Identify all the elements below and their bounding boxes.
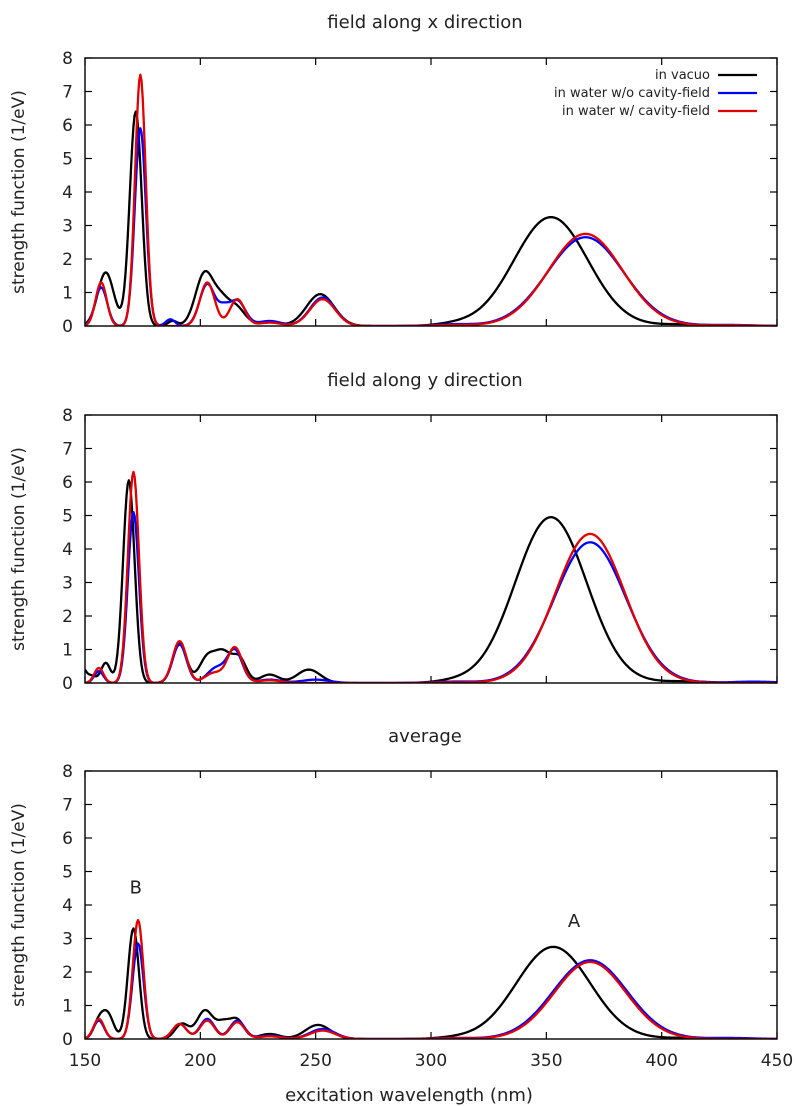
y-tick-label: 7	[62, 440, 73, 460]
x-tick-label: 150	[69, 1051, 101, 1071]
series-line-in-water-w-o-cavity-field	[85, 127, 777, 326]
x-tick-label: 400	[645, 1051, 677, 1071]
y-tick-label: 5	[62, 863, 73, 883]
chart-title: field along x direction	[327, 12, 522, 33]
y-tick-label: 1	[62, 284, 73, 304]
series-group	[85, 470, 777, 683]
chart-title: average	[388, 726, 462, 747]
chart-panel-1: field along x direction 0 1 2 3 4 5 6 7 8 strength…	[9, 12, 778, 337]
y-axis-label: strength function (1/eV)	[9, 803, 29, 1007]
y-tick-label: 8	[62, 762, 73, 782]
x-axis-label: excitation wavelength (nm)	[285, 1085, 533, 1106]
y-tick-label: 5	[62, 507, 73, 527]
y-tick-label: 6	[62, 473, 73, 493]
y-axis-label: strength function (1/eV)	[9, 447, 29, 651]
y-tick-label: 8	[62, 406, 73, 426]
x-tick-label: 450	[761, 1051, 793, 1071]
y-tick-label: 1	[62, 997, 73, 1017]
series-group	[85, 918, 777, 1039]
series-line-in-vacuo	[85, 927, 777, 1039]
y-tick-label: 1	[62, 641, 73, 661]
chart-title: field along y direction	[327, 370, 522, 391]
x-tick-label: 300	[415, 1051, 447, 1071]
y-tick-label: 2	[62, 963, 73, 983]
annotation-b: B	[130, 877, 142, 898]
y-tick-label: 2	[62, 607, 73, 627]
y-tick-label: 0	[62, 674, 73, 694]
y-tick-label: 6	[62, 116, 73, 136]
series-line-in-water-w-cavity-field	[85, 470, 777, 683]
y-tick-label: 3	[62, 574, 73, 594]
y-tick-label: 8	[62, 49, 73, 69]
legend: in vacuo in water w/o cavity-field in wate…	[554, 68, 757, 119]
y-tick-label: 0	[62, 317, 73, 337]
y-tick-label: 3	[62, 217, 73, 237]
y-tick-label: 5	[62, 150, 73, 170]
chart-panel-2: field along y direction 0 1 2 3 4 5 6 7 8 strength…	[9, 370, 778, 694]
legend-label: in water w/o cavity-field	[554, 86, 710, 101]
y-tick-label: 2	[62, 250, 73, 270]
y-tick-label: 7	[62, 83, 73, 103]
series-line-in-water-w-cavity-field	[85, 918, 777, 1039]
y-tick-label: 4	[62, 540, 73, 560]
annotation-a: A	[568, 911, 581, 932]
plot-frame	[84, 770, 778, 1040]
x-tick-label: 350	[530, 1051, 562, 1071]
y-tick-label: 0	[62, 1030, 73, 1050]
plot-frame	[84, 57, 778, 327]
y-axis-label: strength function (1/eV)	[9, 90, 29, 294]
series-line-in-vacuo	[85, 110, 777, 326]
series-line-in-water-w-o-cavity-field	[85, 942, 777, 1039]
y-tick-label: 4	[62, 896, 73, 916]
legend-label: in vacuo	[655, 68, 710, 83]
chart-panel-3: average 0 1 2 3 4 5 6 7 8 150 200 250 300 350 400 450 str…	[9, 726, 793, 1106]
plot-frame	[84, 414, 778, 684]
y-tick-label: 4	[62, 183, 73, 203]
series-line-in-vacuo	[85, 479, 777, 683]
legend-label: in water w/ cavity-field	[562, 104, 710, 119]
series-line-in-water-w-o-cavity-field	[85, 511, 777, 683]
x-tick-label: 250	[299, 1051, 331, 1071]
x-tick-label: 200	[184, 1051, 216, 1071]
y-tick-label: 3	[62, 930, 73, 950]
y-tick-label: 7	[62, 796, 73, 816]
y-tick-label: 6	[62, 829, 73, 849]
